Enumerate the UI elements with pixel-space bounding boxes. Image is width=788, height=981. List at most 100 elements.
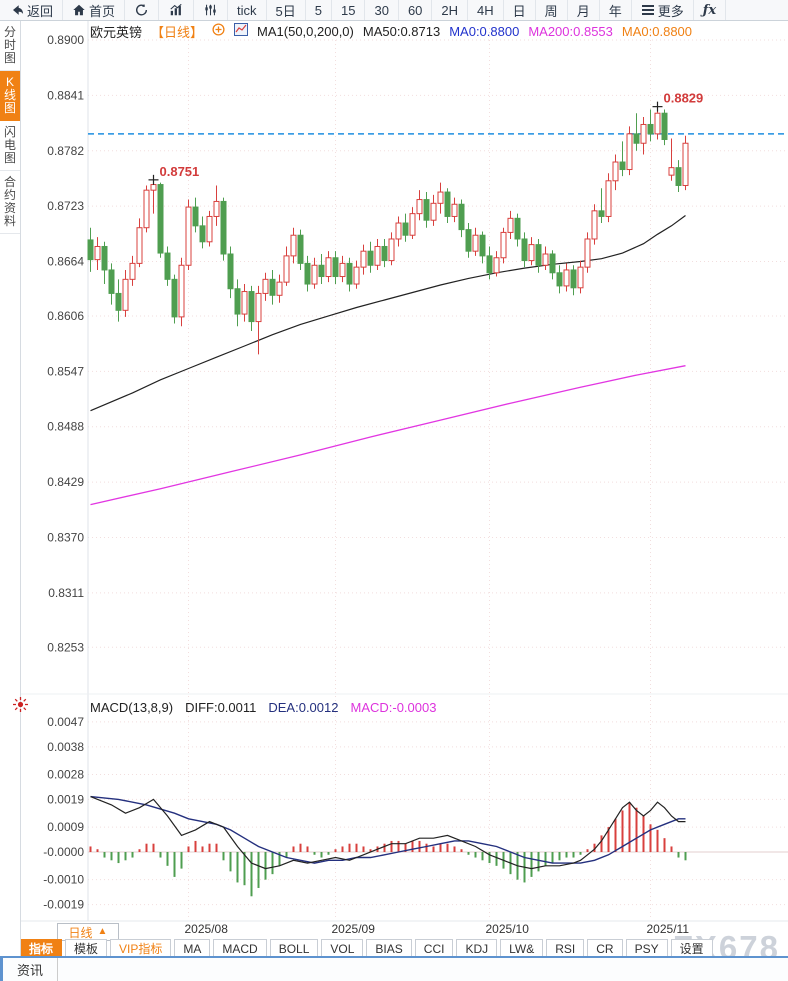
toolbar-item-label: 周 [544,3,558,19]
add-indicator-icon[interactable] [212,23,225,39]
svg-text:0.8664: 0.8664 [47,255,84,269]
home-icon [72,3,86,17]
ma50-value: MA50:0.8713 [362,23,441,39]
svg-text:0.8370: 0.8370 [47,530,84,544]
svg-text:0.0047: 0.0047 [47,715,84,729]
symbol-name: 欧元英镑 [90,24,143,40]
candlestick-series[interactable] [87,106,689,355]
macd-diff-value: DIFF:0.0011 [185,699,257,715]
svg-text:0.0009: 0.0009 [47,820,84,834]
period-selector-label: 日线 [68,925,93,940]
chart-header: 欧元英镑 【日线】 MA1(50,0,200,0) MA50:0.8713 MA… [90,23,693,40]
svg-text:2025/09: 2025/09 [332,922,376,936]
tab-指标[interactable]: 指标 [20,939,63,958]
bar-chart-icon [168,3,184,17]
top-toolbar: 返回 首页 tick 5日 5 15 30 60 2H 4H 日 周 月 年 更多 ƒx [0,0,788,21]
ma0-blue-value: MA0:0.8800 [449,23,520,39]
toolbar-item-label: tick [237,2,257,18]
toolbar-item-label: 首页 [89,3,116,19]
toolbar-item-home[interactable]: 首页 [63,0,126,20]
svg-text:0.8311: 0.8311 [48,586,84,600]
sidebar-item-闪电图[interactable]: 闪电图 [0,121,20,171]
svg-text:0.0019: 0.0019 [47,792,84,806]
macd-title: MACD(13,8,9) [90,699,174,715]
tab-设置[interactable]: 设置 [670,939,713,958]
toolbar-item-month[interactable]: 月 [568,0,600,20]
back-icon [9,3,24,17]
toolbar-item-indicator-settings[interactable] [194,0,229,20]
toolbar-item-label: 30 [374,2,389,18]
svg-text:0.8723: 0.8723 [47,199,84,213]
toolbar-item-label: 5日 [275,3,296,19]
toolbar-item-more[interactable]: 更多 [632,0,694,20]
macd-panel[interactable] [88,795,788,897]
tab-VIP指标[interactable]: VIP指标 [110,939,172,958]
ma-indicator-icon [234,23,249,39]
price-annotations: 0.8751 0.8829 [148,91,704,185]
svg-text:0.8606: 0.8606 [47,309,84,323]
toolbar-item-label: 更多 [657,3,684,19]
indicator-settings-sun-icon[interactable] [12,696,29,718]
toolbar-item-back[interactable]: 返回 [0,0,64,20]
toolbar-item-m5[interactable]: 5 [306,0,332,20]
price-axis-labels: 0.8900 0.8841 0.8782 0.8723 0.8664 0.8606 0.85… [43,33,689,936]
svg-text:-0.0010: -0.0010 [43,873,84,887]
toolbar-item-h4[interactable]: 4H [468,0,504,20]
toolbar-item-m30[interactable]: 30 [365,0,399,20]
svg-text:0.8429: 0.8429 [47,475,84,489]
toolbar-item-tick[interactable]: tick [228,0,267,20]
toolbar-item-label: ƒx [702,2,717,18]
toolbar-item-week[interactable]: 周 [536,0,568,20]
toolbar-item-m60[interactable]: 60 [399,0,433,20]
toolbar-item-label: 年 [608,3,622,19]
svg-text:0.8751: 0.8751 [160,164,200,179]
refresh-icon [134,3,149,17]
toolbar-item-label: 5 [314,2,322,18]
ma200-value: MA200:0.8553 [528,23,613,39]
toolbar-item-label: 日 [512,3,526,19]
svg-text:0.0028: 0.0028 [47,767,84,781]
grid-lines [20,21,788,922]
tab-CCI[interactable]: CCI [414,939,454,958]
toolbar-item-label: 2H [441,2,459,18]
toolbar-item-m15[interactable]: 15 [332,0,366,20]
svg-text:0.8829: 0.8829 [664,91,704,106]
toolbar-item-chart-type[interactable] [159,0,195,20]
news-tab[interactable]: 资讯 [3,958,59,981]
toolbar-item-refresh[interactable] [125,0,160,20]
toolbar-item-label: 15 [341,2,356,18]
svg-text:-0.0000: -0.0000 [43,845,84,859]
toolbar-item-label: 月 [576,3,590,19]
sidebar-item-分时图[interactable]: 分时图 [0,21,20,71]
menu-icon [641,4,655,16]
svg-text:0.8253: 0.8253 [47,640,84,654]
svg-text:0.8547: 0.8547 [47,364,84,378]
sliders-icon [203,3,218,17]
svg-text:0.8841: 0.8841 [47,88,84,102]
toolbar-item-label: 返回 [27,3,54,19]
ma-settings-label: MA1(50,0,200,0) [257,23,354,39]
tab-BOLL[interactable]: BOLL [269,939,319,958]
toolbar-item-day[interactable]: 日 [504,0,536,20]
svg-text:2025/08: 2025/08 [185,922,229,936]
news-bar-accent [0,958,3,981]
ma-lines [90,215,686,506]
toolbar-item-5d[interactable]: 5日 [267,0,306,20]
toolbar-item-h2[interactable]: 2H [432,0,469,20]
toolbar-item-label: 4H [477,2,494,18]
toolbar-item-year[interactable]: 年 [600,0,632,20]
svg-text:-0.0019: -0.0019 [43,898,84,912]
ma0-orange-value: MA0:0.8800 [621,23,693,39]
svg-text:2025/10: 2025/10 [486,922,530,936]
sidebar-item-合约资料[interactable]: 合约资料 [0,171,20,234]
macd-header: MACD(13,8,9) DIFF:0.0011 DEA:0.0012 MACD… [90,699,436,715]
svg-text:0.8782: 0.8782 [47,144,84,158]
period-selector-arrow-icon: ▲ [97,926,108,937]
toolbar-item-fx[interactable]: ƒx [694,0,727,20]
tab-KDJ[interactable]: KDJ [456,939,498,958]
macd-value: MACD:-0.0003 [350,699,437,715]
